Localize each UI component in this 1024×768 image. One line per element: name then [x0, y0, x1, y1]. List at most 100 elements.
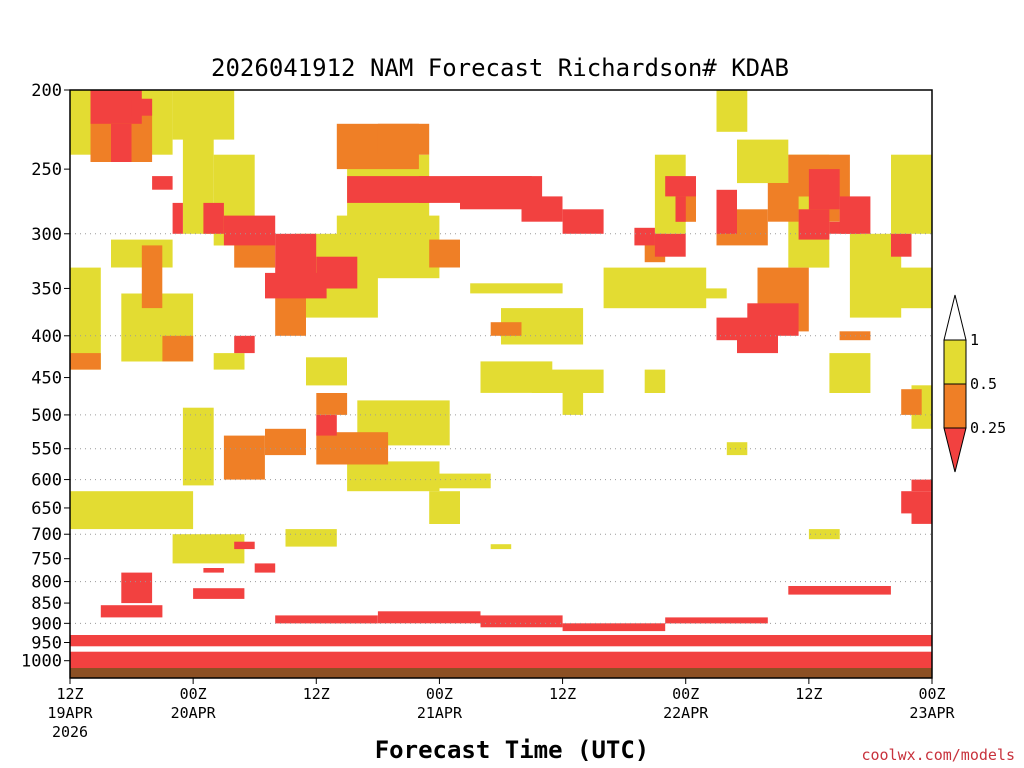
heat-cell-cat3-43	[665, 617, 768, 624]
heat-cell-cat3-32	[203, 568, 224, 573]
heat-cell-cat1-16	[285, 529, 337, 547]
heat-cell-cat3-10	[347, 176, 430, 203]
x-tick-label-1-0: 00Z	[180, 685, 207, 703]
heatmap-cells	[70, 90, 932, 678]
heat-cell-cat3-2	[131, 98, 153, 116]
heat-cell-cat1-13	[182, 407, 214, 486]
y-tick-label-250: 250	[31, 160, 62, 180]
legend-swatch-yellow	[943, 339, 967, 385]
y-tick-label-500: 500	[31, 406, 62, 426]
x-tick-label-7-0: 00Z	[918, 685, 945, 703]
y-tick-label-1000: 1000	[21, 652, 62, 672]
heat-cell-cat1-34	[490, 544, 512, 550]
heat-cell-cat2-1	[141, 245, 163, 309]
heat-cell-cat3-15	[634, 227, 655, 246]
x-tick-label-0-1: 19APR	[47, 704, 93, 722]
x-tick-label-4-0: 12Z	[549, 685, 576, 703]
heat-cell-cat1-24	[685, 288, 727, 299]
legend: 1 0.5 0.25	[943, 294, 1006, 473]
chart-title: 2026041912 NAM Forecast Richardson# KDAB	[211, 54, 789, 82]
y-tick-label-750: 750	[31, 550, 62, 570]
heat-cell-cat1-38	[726, 442, 748, 456]
heat-cell-cat3-6	[223, 215, 276, 246]
y-tick-label-800: 800	[31, 573, 62, 593]
heat-cell-cat3-9	[265, 272, 327, 299]
heat-cell-cat3-42	[562, 623, 666, 632]
heat-cell-cat3-1	[111, 123, 132, 162]
heat-cell-cat3-36	[911, 502, 932, 524]
heat-cell-cat2-7	[275, 293, 306, 336]
y-tick-label-700: 700	[31, 525, 62, 545]
y-tick-label-300: 300	[31, 225, 62, 245]
heat-cell-cat1-37	[213, 353, 245, 370]
x-tick-label-1-1: 20APR	[171, 704, 217, 722]
heat-cell-cat3-14	[562, 209, 604, 234]
y-tick-label-400: 400	[31, 327, 62, 347]
legend-arrow-top	[943, 294, 967, 341]
heat-cell-cat3-23	[839, 196, 871, 234]
heat-cell-cat3-27	[747, 303, 799, 336]
heat-cell-cat3-45	[70, 635, 932, 647]
heat-cell-cat3-20	[798, 209, 830, 240]
heat-cell-cat2-5	[316, 432, 389, 465]
y-tick-label-200: 200	[31, 81, 62, 101]
heat-cell-cat3-40	[377, 611, 481, 624]
heat-cell-cat1-15	[172, 534, 245, 564]
credit-link[interactable]: coolwx.com/models	[861, 746, 1015, 764]
y-tick-label-450: 450	[31, 369, 62, 389]
x-tick-label-7-1: 23APR	[909, 704, 955, 722]
x-tick-label-6-0: 12Z	[795, 685, 822, 703]
y-axis: 200 250 300 350 400 450 500 550 600 650 700 750 8008…	[21, 81, 70, 672]
heat-cell-cat3-19	[716, 189, 737, 234]
heat-cell-cat1-25	[716, 90, 748, 132]
heat-cell-cat3-37	[100, 605, 163, 618]
surface-layer	[70, 668, 932, 678]
x-tick-label-0-0: 12Z	[56, 685, 83, 703]
heat-cell-cat1-28	[829, 353, 871, 393]
legend-label-0.5: 0.5	[970, 375, 997, 393]
heat-cell-cat2-6	[316, 393, 348, 415]
heat-cell-cat1-35	[562, 393, 584, 415]
x-tick-label-5-0: 00Z	[672, 685, 699, 703]
heat-cell-cat1-39	[808, 529, 840, 540]
heat-cell-cat1-30	[891, 154, 932, 234]
heat-cell-cat3-13	[521, 196, 563, 222]
heat-cell-cat3-24	[891, 233, 912, 257]
heat-cell-cat3-7	[275, 233, 317, 279]
heat-cell-cat2-22	[490, 322, 522, 336]
heat-cell-cat3-29	[316, 414, 337, 436]
heat-cell-cat3-28	[234, 335, 255, 354]
x-tick-label-2-0: 12Z	[303, 685, 330, 703]
x-tick-label-3-1: 21APR	[417, 704, 463, 722]
heat-cell-cat3-44	[788, 586, 891, 595]
heat-cell-cat3-30	[121, 572, 153, 604]
heat-cell-cat2-20	[901, 389, 922, 415]
heat-cell-cat3-3	[152, 176, 173, 190]
x-tick-label-3-0: 00Z	[426, 685, 453, 703]
heat-cell-cat2-11	[429, 239, 460, 268]
heat-cell-cat3-39	[275, 615, 378, 624]
legend-arrow-bottom	[943, 427, 967, 473]
heat-cell-cat3-31	[234, 541, 255, 550]
heat-cell-cat3-41	[480, 615, 563, 628]
x-axis-label: Forecast Time (UTC)	[375, 736, 650, 764]
heat-cell-cat2-3	[223, 435, 265, 480]
heat-cell-cat1-14	[70, 491, 194, 530]
heat-cell-cat3-33	[254, 563, 276, 573]
heat-cell-cat3-18	[675, 196, 686, 222]
heat-cell-cat1-12	[408, 473, 491, 489]
heat-cell-cat1-31	[891, 267, 932, 309]
heat-cell-cat3-21	[808, 169, 840, 210]
surface-band	[70, 668, 932, 678]
heat-cell-cat2-4	[265, 428, 306, 456]
heat-cell-cat3-5	[203, 202, 224, 234]
heat-cell-cat2-21	[70, 353, 101, 370]
heat-cell-cat1-26	[737, 139, 789, 184]
heat-cell-cat3-4	[172, 202, 183, 234]
heat-cell-cat3-25	[716, 317, 737, 341]
legend-label-0.25: 0.25	[970, 419, 1006, 437]
heat-cell-cat3-16	[654, 233, 686, 257]
x-tick-label-5-1: 22APR	[663, 704, 709, 722]
heat-cell-cat1-21	[531, 369, 604, 393]
